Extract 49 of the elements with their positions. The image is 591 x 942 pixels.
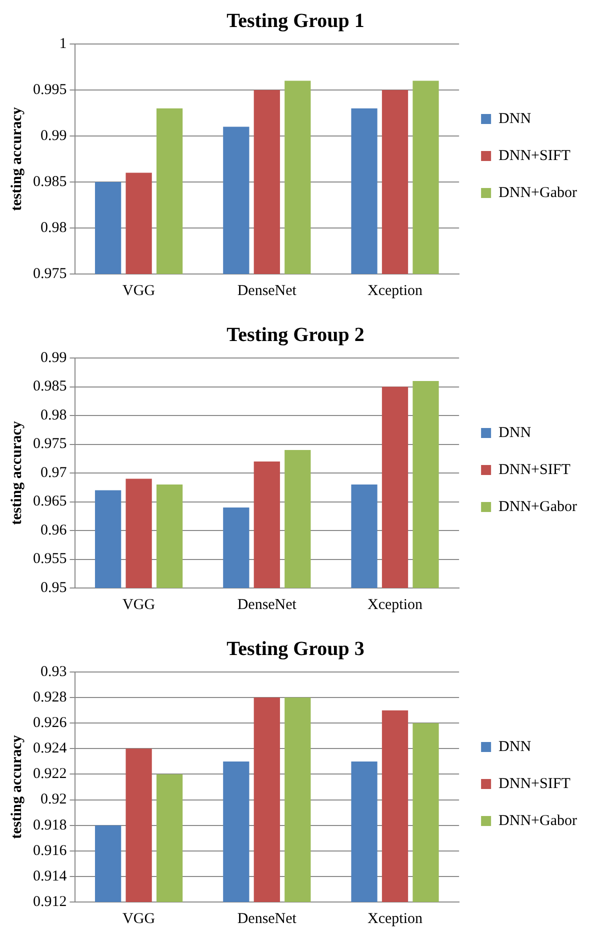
y-tick-label: 0.975 bbox=[33, 436, 67, 452]
x-tick-label: DenseNet bbox=[237, 596, 298, 613]
y-tick-label: 0.955 bbox=[33, 551, 67, 568]
y-tick-label: 0.985 bbox=[33, 174, 67, 190]
y-axis-title: testing accuracy bbox=[8, 106, 25, 211]
y-tick-label: 0.928 bbox=[33, 689, 67, 706]
y-tick-label: 0.985 bbox=[33, 378, 67, 395]
legend-label: DNN bbox=[498, 110, 532, 127]
chart-title: Testing Group 2 bbox=[226, 324, 364, 346]
x-tick-label: VGG bbox=[122, 596, 156, 613]
x-tick-label: VGG bbox=[122, 282, 156, 299]
y-tick-label: 1 bbox=[59, 36, 67, 52]
legend-label: DNN bbox=[498, 738, 532, 755]
legend-label: DNN+Gabor bbox=[498, 812, 578, 829]
y-tick-label: 0.98 bbox=[40, 220, 67, 236]
y-tick-label: 0.99 bbox=[40, 350, 67, 366]
y-tick-label: 0.918 bbox=[33, 817, 67, 834]
y-axis-title: testing accuracy bbox=[8, 734, 25, 839]
y-axis-title: testing accuracy bbox=[8, 420, 25, 525]
chart-title: Testing Group 1 bbox=[226, 10, 364, 32]
x-tick-label: DenseNet bbox=[237, 910, 298, 927]
x-tick-label: VGG bbox=[122, 910, 156, 927]
y-tick-label: 0.97 bbox=[40, 464, 68, 481]
legend-label: DNN+Gabor bbox=[498, 184, 578, 201]
legend-label: DNN+SIFT bbox=[498, 776, 570, 792]
y-tick-label: 0.924 bbox=[33, 740, 68, 757]
legend-label: DNN bbox=[498, 424, 532, 441]
x-tick-label: Xception bbox=[368, 596, 423, 613]
y-tick-label: 0.98 bbox=[40, 407, 67, 424]
legend-label: DNN+SIFT bbox=[498, 148, 570, 164]
y-tick-label: 0.92 bbox=[40, 792, 67, 808]
y-tick-label: 0.975 bbox=[33, 266, 67, 282]
chart-title: Testing Group 3 bbox=[226, 638, 364, 660]
y-tick-label: 0.916 bbox=[33, 842, 68, 859]
legend-label: DNN+SIFT bbox=[498, 462, 570, 478]
x-tick-label: DenseNet bbox=[237, 282, 298, 299]
y-tick-label: 0.99 bbox=[40, 128, 67, 144]
y-tick-label: 0.914 bbox=[33, 868, 68, 884]
y-tick-label: 0.93 bbox=[40, 664, 67, 680]
y-tick-label: 0.95 bbox=[40, 580, 67, 596]
legend-label: DNN+Gabor bbox=[498, 498, 578, 515]
x-tick-label: Xception bbox=[368, 282, 423, 299]
y-tick-label: 0.922 bbox=[33, 766, 67, 782]
y-tick-label: 0.965 bbox=[33, 494, 67, 510]
y-tick-label: 0.912 bbox=[33, 894, 67, 910]
y-tick-label: 0.926 bbox=[33, 715, 68, 732]
y-tick-label: 0.96 bbox=[40, 522, 68, 538]
y-tick-label: 0.995 bbox=[33, 82, 67, 98]
x-tick-label: Xception bbox=[368, 910, 423, 927]
